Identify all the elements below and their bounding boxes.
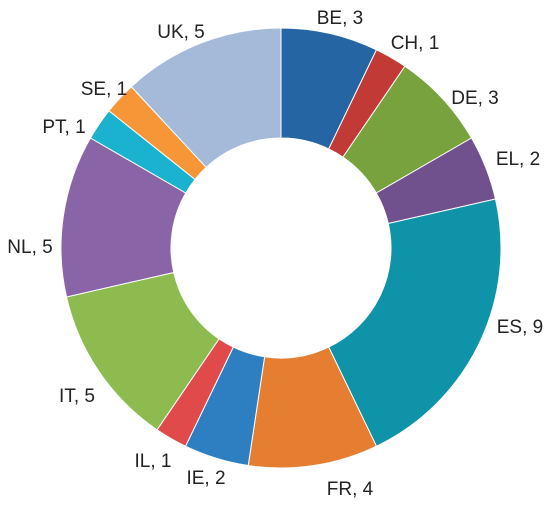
data-label-pt: PT, 1 (42, 117, 85, 138)
data-label-fr: FR, 4 (327, 479, 374, 500)
data-label-be: BE, 3 (317, 8, 363, 29)
data-label-il: IL, 1 (135, 451, 172, 472)
slice-uk (130, 27, 282, 169)
data-label-de: DE, 3 (451, 88, 499, 109)
data-labels: BE, 3 CH, 1 DE, 3 EL, 2 ES, 9 FR, 4 IE, 2 IL, 1… (7, 8, 543, 500)
data-label-se: SE, 1 (81, 79, 127, 100)
data-label-es: ES, 9 (497, 317, 543, 338)
data-label-el: EL, 2 (496, 149, 540, 170)
data-label-nl: NL, 5 (7, 237, 52, 258)
data-label-ie: IE, 2 (186, 468, 225, 489)
slice-es (328, 198, 502, 447)
data-label-uk: UK, 5 (157, 22, 205, 43)
data-label-it: IT, 5 (59, 386, 95, 407)
donut-slices (60, 27, 502, 469)
data-label-ch: CH, 1 (391, 33, 440, 54)
